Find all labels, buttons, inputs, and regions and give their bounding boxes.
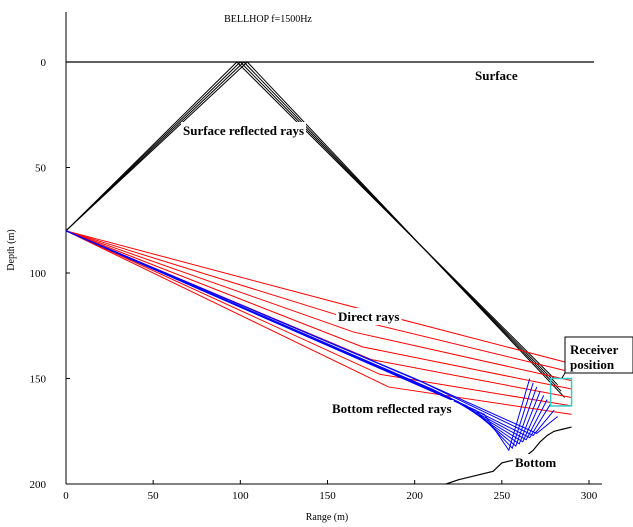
rays: [65, 61, 572, 452]
direct-ray: [65, 230, 572, 390]
bottom-reflected-label: Bottom reflected rays: [332, 401, 452, 416]
surface-reflected-ray: [65, 61, 558, 386]
x-tick-label: 0: [63, 490, 69, 502]
direct-ray: [65, 230, 572, 365]
direct-ray: [65, 230, 572, 415]
x-tick-label: 300: [581, 490, 598, 502]
receiver-box: [549, 377, 573, 407]
receiver-label-line1: Receiver: [570, 342, 619, 357]
bottom-label-bg: [513, 454, 559, 471]
x-tick-label: 50: [148, 490, 160, 502]
x-tick-label: 200: [406, 490, 423, 502]
surface-reflected-label: Surface reflected rays: [183, 123, 304, 138]
y-axis-label: Depth (m): [6, 229, 17, 270]
bottom-reflected-ray: [65, 230, 534, 450]
surface-reflected-ray: [65, 61, 565, 398]
x-tick-label: 150: [319, 490, 336, 502]
y-tick-label: 100: [30, 268, 47, 280]
surface-reflected-ray: [65, 61, 555, 379]
bottom-reflected-ray: [65, 230, 531, 452]
bottom-reflected-label-bg: [330, 400, 454, 417]
y-tick-label: 0: [41, 57, 47, 69]
direct-ray: [65, 230, 572, 382]
x-tick-label: 250: [494, 490, 511, 502]
x-axis-label: Range (m): [306, 512, 349, 523]
annotations: Surface Surface reflected rays Direct rays…: [181, 67, 633, 471]
y-tick-label: 150: [30, 374, 47, 386]
surface-reflected-label-bg: [181, 122, 307, 139]
chart-title: BELLHOP f=1500Hz: [224, 14, 312, 25]
direct-ray: [65, 230, 572, 373]
axes: 0 50 100 150 200 250 300 0 50 100 150 200 Range (m) D…: [6, 12, 602, 523]
direct-rays-label: Direct rays: [338, 309, 399, 324]
bottom-reflected-ray: [65, 230, 558, 434]
direct-rays-label-bg: [336, 308, 402, 325]
surface-label: Surface: [475, 68, 518, 83]
bottom-label: Bottom: [515, 455, 556, 470]
y-tick-label: 50: [35, 163, 47, 175]
direct-ray: [65, 230, 572, 407]
y-tick-label: 200: [30, 479, 47, 491]
surface-label-bg: [473, 67, 520, 84]
x-tick-label: 100: [232, 490, 249, 502]
receiver-callout-pointer: [561, 372, 566, 379]
receiver-label-line2: position: [570, 357, 615, 372]
bottom-reflected-ray: [65, 230, 555, 437]
receiver-callout-box: [564, 336, 633, 374]
direct-ray: [65, 230, 572, 398]
